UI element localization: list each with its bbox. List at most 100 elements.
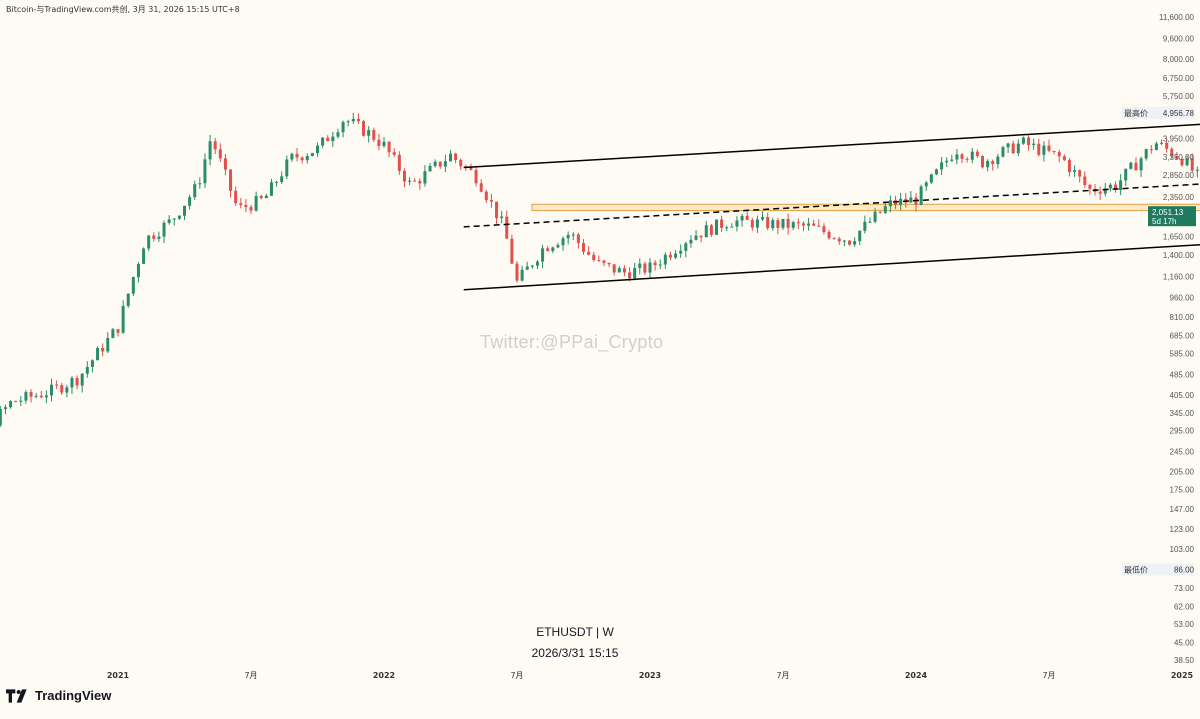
- candle-body: [229, 169, 233, 191]
- lowest-badge-label: 最低价: [1124, 564, 1148, 574]
- candle-body: [576, 234, 580, 244]
- candle-body: [694, 235, 698, 240]
- candle-body: [950, 159, 954, 161]
- candle-body: [745, 215, 749, 220]
- candle-body: [249, 207, 253, 211]
- candle-body: [1154, 143, 1158, 150]
- candle-body: [1027, 137, 1031, 146]
- candle-body: [203, 159, 207, 184]
- candle-body: [1103, 188, 1107, 194]
- candle-body: [771, 220, 775, 229]
- candle-body: [341, 122, 345, 133]
- timestamp-label: 2026/3/31 15:15: [531, 646, 619, 660]
- candle-body: [177, 215, 181, 219]
- price-tick-label: 1,160.00: [1163, 272, 1195, 281]
- candle-body: [29, 392, 33, 397]
- candle-body: [510, 238, 514, 264]
- candle-body: [888, 200, 892, 207]
- candle-body: [1011, 143, 1015, 154]
- time-tick-label: 2022: [373, 671, 395, 680]
- candle-body: [259, 195, 263, 199]
- candle-body: [1149, 149, 1153, 151]
- candle-body: [776, 220, 780, 228]
- candle-body: [469, 166, 473, 170]
- candle-body: [873, 211, 877, 222]
- candle-body: [812, 223, 816, 226]
- channel-lower-line: [463, 243, 1200, 291]
- tradingview-logo[interactable]: TradingView: [6, 688, 111, 703]
- time-tick-label: 7月: [776, 671, 789, 680]
- candle-body: [909, 197, 913, 203]
- candle-body: [1124, 168, 1128, 181]
- candle-body: [1016, 143, 1020, 154]
- candle-body: [474, 169, 478, 184]
- candle-body: [1088, 185, 1092, 189]
- candle-body: [725, 227, 729, 229]
- candle-body: [674, 253, 678, 258]
- candle-body: [715, 219, 718, 235]
- candle-body: [643, 263, 647, 273]
- price-tick-label: 11,600.00: [1159, 13, 1195, 22]
- candle-body: [9, 401, 13, 408]
- candle-body: [709, 225, 713, 235]
- candle-body: [924, 182, 928, 187]
- tradingview-icon: [6, 688, 27, 703]
- price-tick-label: 2,350.00: [1163, 193, 1195, 202]
- candle-body: [500, 216, 504, 219]
- candle-body: [996, 156, 1000, 165]
- candle-body: [70, 377, 74, 388]
- candle-body: [188, 197, 192, 206]
- candle-body: [653, 262, 657, 266]
- candle-body: [1032, 143, 1036, 146]
- price-tick-label: 147.00: [1170, 505, 1195, 514]
- time-tick-label: 2025: [1171, 671, 1194, 680]
- candle-body: [269, 182, 273, 196]
- candle-body: [479, 183, 483, 192]
- candle-body: [362, 121, 366, 136]
- candle-body: [101, 348, 105, 352]
- candle-body: [126, 293, 130, 306]
- candle-body: [1114, 184, 1117, 190]
- candle-body: [934, 169, 938, 175]
- candle-body: [750, 219, 754, 228]
- candle-body: [582, 243, 585, 252]
- candle-body: [285, 159, 289, 177]
- lowest-badge-value: 86.00: [1174, 565, 1195, 574]
- candle-body: [704, 225, 708, 238]
- candle-body: [658, 264, 662, 266]
- candle-body: [766, 217, 770, 229]
- candle-body: [919, 186, 923, 205]
- candle-body: [786, 218, 790, 228]
- candle-body: [336, 132, 340, 137]
- candle-body: [955, 154, 959, 160]
- candle-body: [280, 176, 284, 183]
- candle-body: [96, 348, 100, 361]
- price-tick-label: 73.00: [1174, 584, 1195, 593]
- candles: [0, 112, 1199, 427]
- candle-body: [495, 201, 499, 219]
- price-tick-label: 103.00: [1170, 545, 1195, 554]
- price-tick-label: 405.00: [1170, 391, 1195, 400]
- channel-middle-line: [463, 183, 1200, 228]
- candle-body: [940, 162, 944, 170]
- channel-upper-line: [463, 123, 1200, 169]
- candle-body: [842, 240, 846, 242]
- candle-body: [822, 226, 826, 233]
- candle-body: [198, 183, 202, 185]
- highest-badge-label: 最高价: [1124, 108, 1148, 118]
- price-tick-label: 62.00: [1174, 602, 1195, 611]
- candle-body: [1190, 158, 1194, 171]
- price-tick-label: 205.00: [1170, 468, 1195, 477]
- candle-body: [162, 222, 166, 237]
- candle-body: [689, 239, 693, 244]
- candle-body: [837, 238, 841, 242]
- candle-body: [346, 121, 350, 123]
- candle-body: [300, 157, 304, 161]
- candle-body: [960, 154, 964, 159]
- candle-body: [1042, 145, 1046, 155]
- candle-body: [193, 184, 197, 198]
- candle-body: [684, 243, 688, 251]
- candle-body: [832, 238, 836, 240]
- candle-body: [295, 153, 299, 158]
